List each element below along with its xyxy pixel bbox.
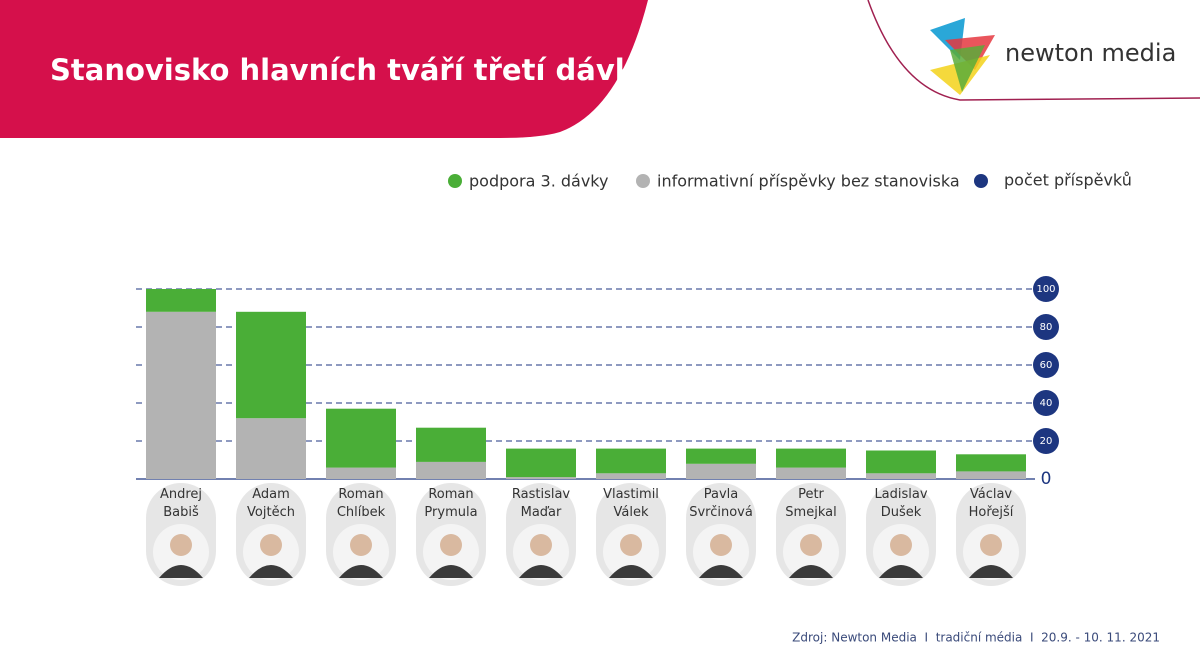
bar-segment — [776, 467, 846, 479]
x-tick-label: Vlastimil Válek — [603, 487, 659, 520]
x-tick-label: Václav Hořejší — [968, 487, 1014, 520]
x-tick-label: Andrej Babiš — [159, 487, 203, 520]
x-tick-label: Roman Chlíbek — [336, 487, 386, 520]
x-tick-label: Rastislav Maďar — [511, 487, 571, 520]
x-tick-label: Adam Vojtěch — [247, 487, 295, 520]
legend-label: podpora 3. dávky — [469, 172, 608, 191]
bar-segment — [506, 448, 576, 478]
bar-segment — [146, 289, 216, 312]
photo-head — [170, 534, 192, 556]
photo-head — [980, 534, 1002, 556]
bar-segment — [416, 427, 486, 462]
photo-head — [800, 534, 822, 556]
photo-body — [519, 565, 563, 578]
x-tick-label: Petr Smejkal — [785, 487, 837, 520]
photo-head — [260, 534, 282, 556]
bar-segment — [596, 448, 666, 474]
bar-segment — [866, 450, 936, 474]
bar-segment — [146, 311, 216, 479]
y-tick-label: 0 — [1041, 469, 1052, 489]
legend-label: informativní příspěvky bez stanoviska — [657, 172, 960, 191]
tick-badge — [1033, 352, 1059, 378]
logo-text: newton media — [1005, 39, 1176, 67]
tick-badge — [1033, 428, 1059, 454]
photo-body — [609, 565, 653, 578]
x-tick-label: Ladislav Dušek — [874, 487, 928, 520]
photo-body — [429, 565, 473, 578]
photo-body — [699, 565, 743, 578]
header-band — [0, 0, 648, 138]
bar-segment — [236, 418, 306, 479]
x-tick-label: Pavla Svrčinová — [689, 487, 753, 520]
y-tick-label: 60 — [1040, 360, 1053, 371]
source: Zdroj: Newton Media I tradiční média I 2… — [792, 631, 1160, 645]
y-tick-label: 20 — [1040, 436, 1053, 447]
logo-mark — [930, 18, 995, 95]
bar-segment — [596, 473, 666, 479]
photo-body — [339, 565, 383, 578]
legend-label: počet příspěvků — [1004, 171, 1132, 190]
bar-segment — [686, 448, 756, 464]
y-tick-label: 40 — [1040, 398, 1053, 409]
photo-body — [159, 565, 203, 578]
photo-head — [890, 534, 912, 556]
bar-segment — [686, 463, 756, 479]
photo-body — [969, 565, 1013, 578]
bar-segment — [506, 477, 576, 479]
photo-body — [249, 565, 293, 578]
tick-badge — [1033, 276, 1059, 302]
bar-segment — [326, 408, 396, 468]
header-curve — [867, 0, 1200, 101]
photo-head — [620, 534, 642, 556]
bar-segment — [416, 461, 486, 479]
tick-badge — [1033, 314, 1059, 340]
bar-segment — [236, 311, 306, 419]
photo-head — [350, 534, 372, 556]
bar-segment — [956, 471, 1026, 479]
legend-dot — [448, 174, 462, 188]
y-tick-label: 80 — [1040, 322, 1053, 333]
photo-body — [789, 565, 833, 578]
bar-segment — [866, 473, 936, 479]
legend-dot — [636, 174, 650, 188]
photo-head — [530, 534, 552, 556]
bar-segment — [956, 454, 1026, 472]
tick-badge — [1033, 390, 1059, 416]
photo-head — [710, 534, 732, 556]
x-tick-label: Roman Prymula — [424, 487, 478, 520]
legend-dot — [974, 174, 988, 188]
bar-segment — [776, 448, 846, 468]
bar-segment — [326, 467, 396, 479]
title: Stanovisko hlavních tváří třetí dávky — [50, 53, 653, 87]
y-tick-label: 100 — [1036, 284, 1055, 295]
photo-head — [440, 534, 462, 556]
photo-body — [879, 565, 923, 578]
